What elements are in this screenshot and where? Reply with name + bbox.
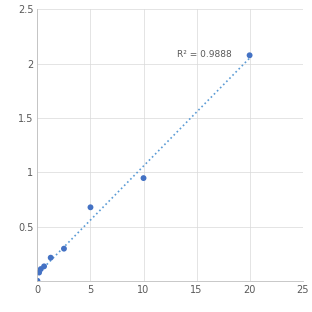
Point [61,246,66,251]
Point [247,53,252,58]
Point [37,270,41,275]
Text: R² = 0.9888: R² = 0.9888 [178,51,232,60]
Point [48,255,53,260]
Point [38,266,43,271]
Point [88,205,93,210]
Point [41,264,46,269]
Point [35,278,40,283]
Point [141,176,146,181]
